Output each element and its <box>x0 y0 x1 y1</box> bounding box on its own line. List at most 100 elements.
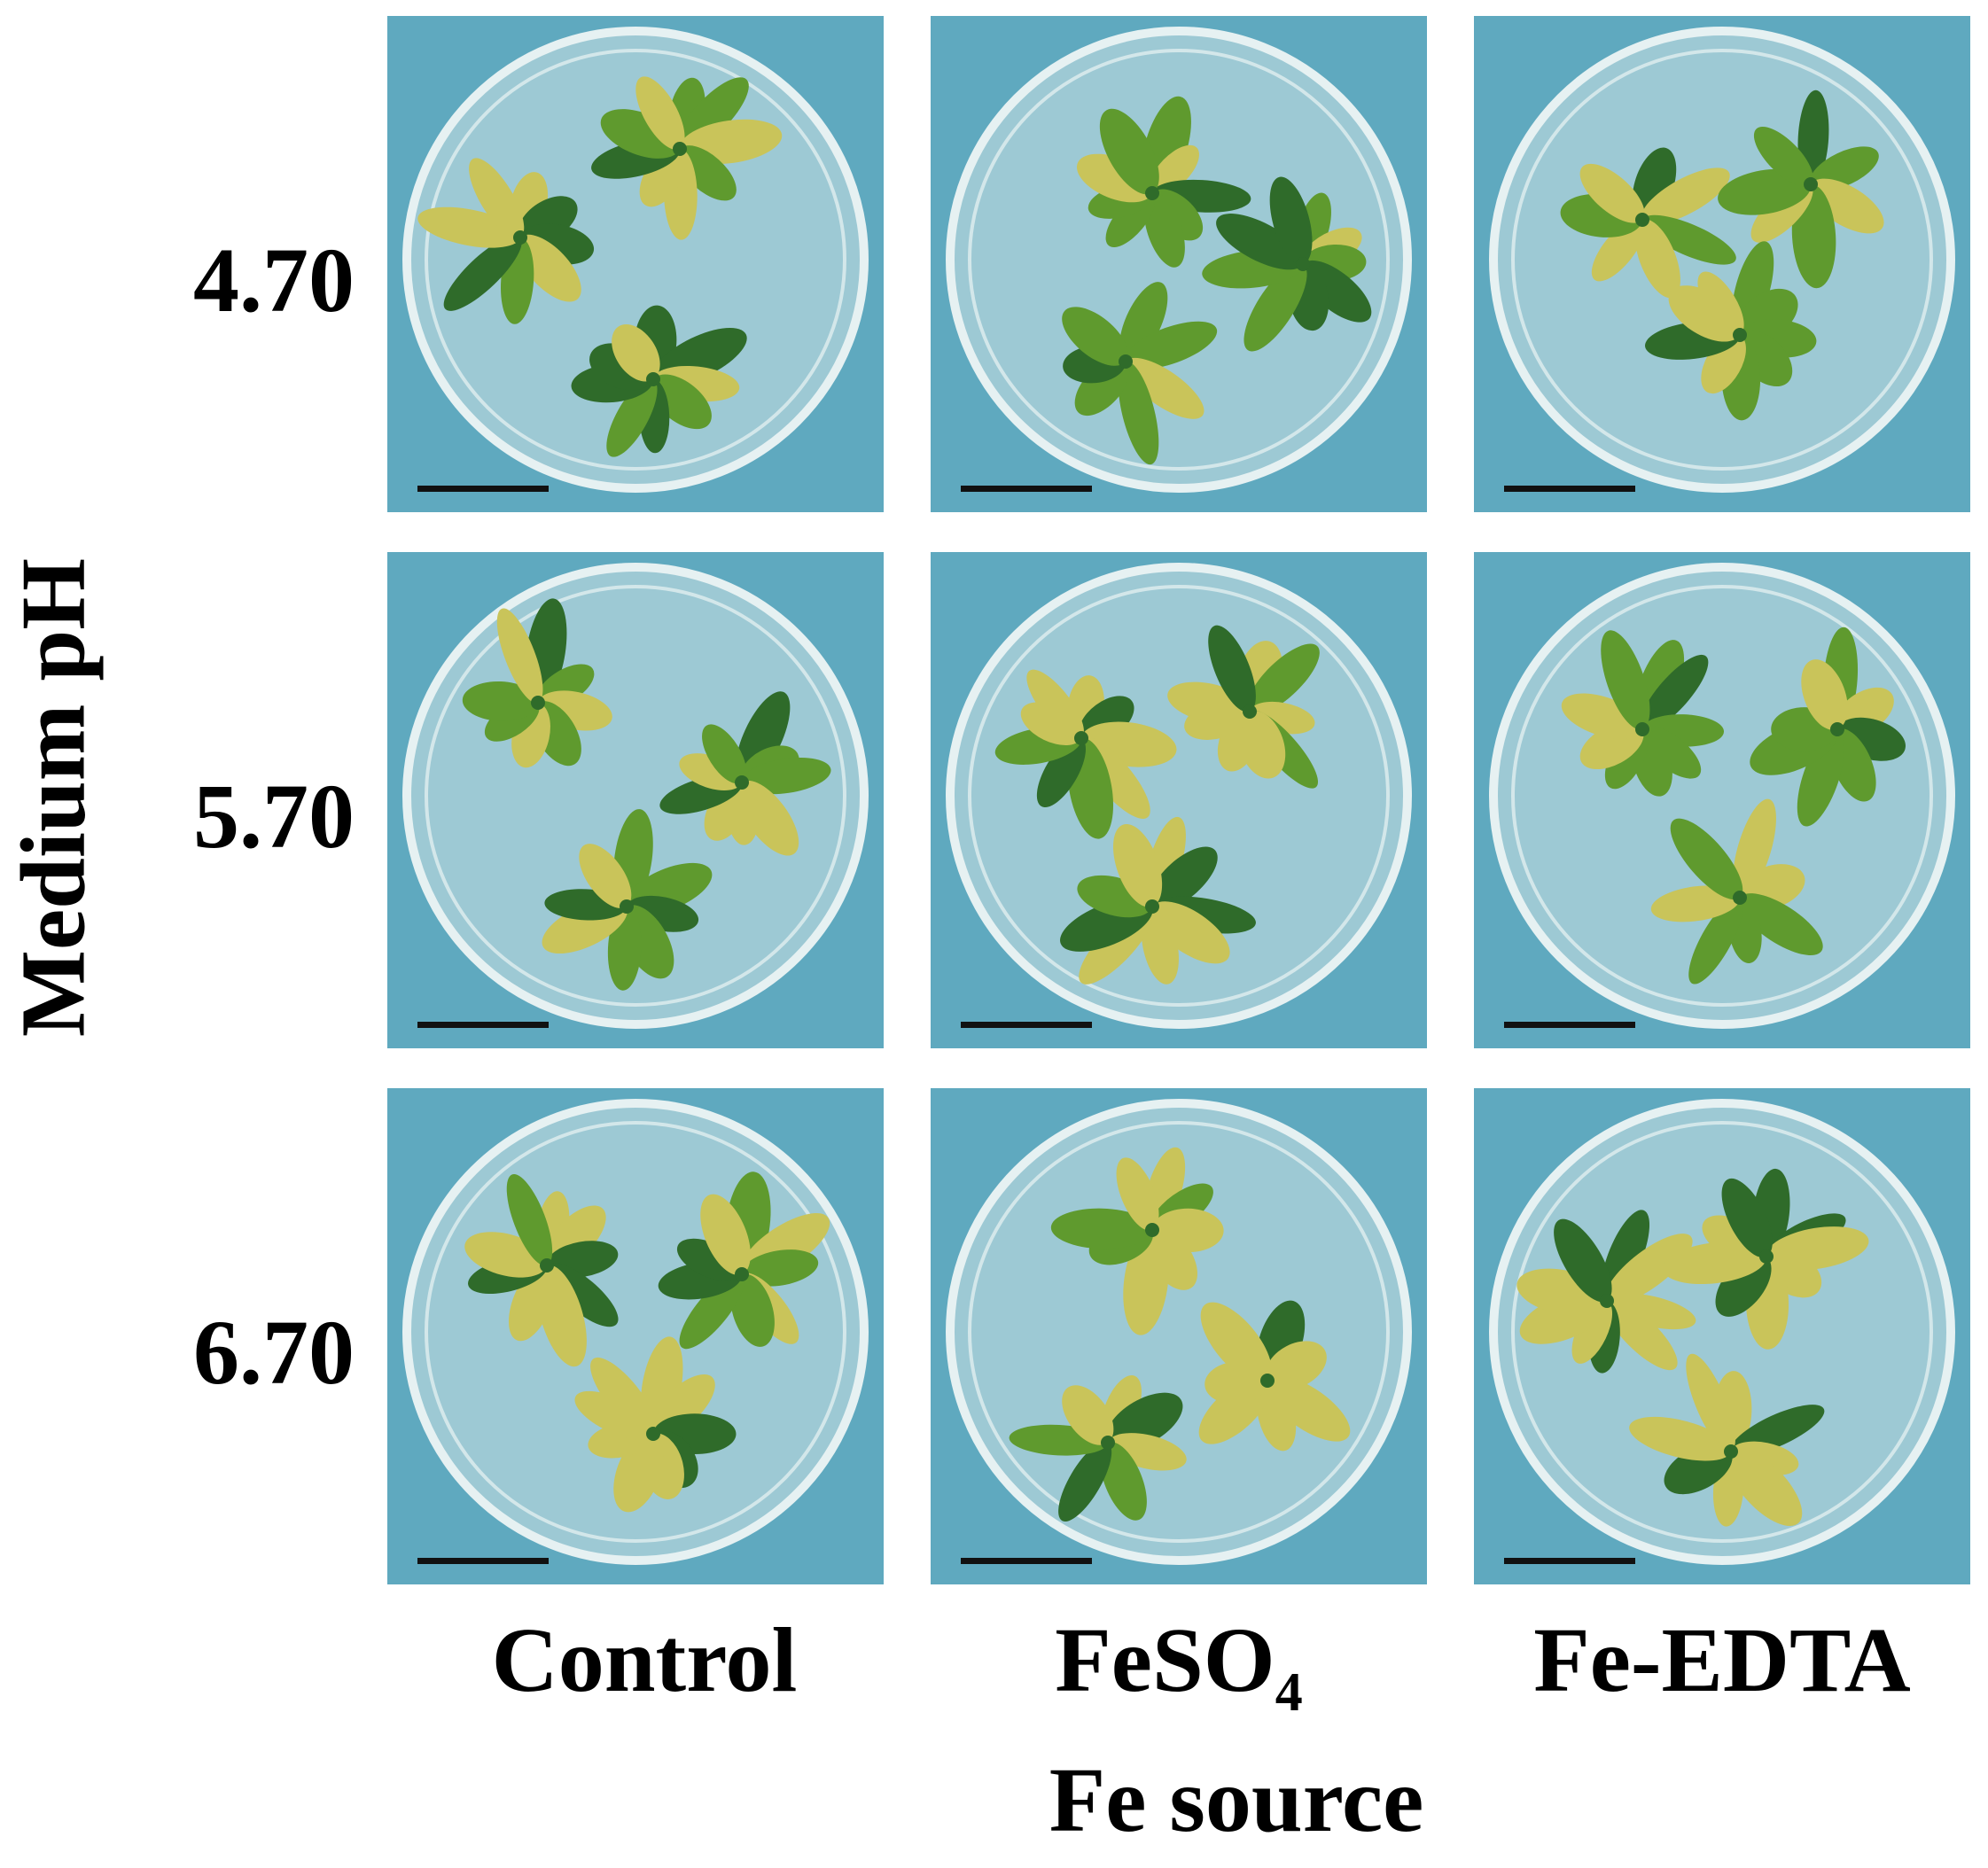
leaf <box>1641 167 1730 225</box>
seedling-rosette <box>574 1336 737 1513</box>
row-label-1: 4.70 <box>193 230 355 331</box>
leaf <box>1150 144 1199 196</box>
leaf <box>462 681 539 721</box>
leaf <box>1554 1218 1612 1303</box>
scale-bar <box>961 1022 1092 1028</box>
scale-bar <box>417 486 549 492</box>
leaf <box>1688 897 1743 985</box>
seedling-rosette <box>1076 96 1251 268</box>
leaf <box>1604 1298 1678 1371</box>
leaf <box>1721 1178 1773 1257</box>
leaf <box>1686 1353 1735 1452</box>
leaf <box>1266 1375 1351 1442</box>
rosette-centre <box>1119 354 1133 369</box>
leaf <box>1125 321 1218 370</box>
plate-photo <box>387 552 884 1048</box>
seedling-rosette <box>462 598 612 768</box>
photo-panel-ph-5-70-control <box>387 552 884 1048</box>
leaf <box>1809 178 1884 234</box>
plate-photo <box>1474 1088 1970 1584</box>
seedling-rosette <box>1650 798 1823 985</box>
rosette-centre <box>735 1267 749 1281</box>
leaf <box>1269 176 1313 265</box>
leaf <box>1062 307 1128 366</box>
seedling-rosette <box>1645 241 1817 421</box>
leaf <box>1753 126 1813 187</box>
rosette-centre <box>1600 1294 1614 1308</box>
leaf <box>1606 1293 1696 1330</box>
leaf <box>650 374 712 430</box>
scale-bar <box>961 486 1092 492</box>
leaf <box>676 1238 743 1281</box>
scale-bar <box>961 1558 1092 1564</box>
leaf <box>1100 1442 1147 1521</box>
leaf <box>1650 885 1741 922</box>
leaf <box>517 234 581 302</box>
leaf <box>741 758 831 795</box>
leaf <box>1640 654 1709 731</box>
leaf <box>741 1249 819 1287</box>
seedling-rosette <box>464 1174 619 1367</box>
leaf <box>579 844 632 908</box>
petri-dish-rim <box>425 49 846 471</box>
plate-photo <box>1474 16 1970 512</box>
leaf <box>1733 798 1776 899</box>
column-label-control-text: Control <box>491 1609 798 1711</box>
seedling-rosette <box>417 158 595 324</box>
leaf <box>1670 818 1743 900</box>
seedling-rosette <box>1198 1300 1351 1452</box>
rosette-centre <box>1804 177 1818 191</box>
rosette-centre <box>620 899 634 914</box>
leaf <box>1118 361 1159 465</box>
scale-bar <box>1504 1022 1635 1028</box>
leaf <box>1738 893 1823 956</box>
rosette-centre <box>1145 899 1159 914</box>
y-axis-title-text: Medium pH <box>2 557 105 1038</box>
leaf <box>1200 1302 1272 1383</box>
photo-panel-ph-6-70-control <box>387 1088 884 1584</box>
leaf <box>1208 625 1256 712</box>
rosette-centre <box>1260 1374 1275 1388</box>
scale-bar <box>417 1558 549 1564</box>
seedling-rosette <box>1167 625 1320 789</box>
scale-bar <box>417 1022 549 1028</box>
column-label-feso4-text: FeSO <box>1055 1609 1275 1711</box>
leaf <box>1601 630 1650 730</box>
seedling-rosette <box>1750 627 1906 827</box>
seedling-rosette <box>658 1171 830 1350</box>
leaf <box>1591 218 1646 282</box>
leaf <box>506 1174 553 1266</box>
seedling-rosette <box>571 305 747 457</box>
seedling-rosette <box>1050 1147 1224 1335</box>
leaf <box>702 724 747 784</box>
petri-dish-rim <box>1511 1121 1933 1543</box>
leaf <box>1216 214 1305 270</box>
leaf <box>1629 1416 1732 1461</box>
x-axis-title: Fe source <box>1049 1749 1424 1851</box>
seedling-rosette <box>1560 147 1736 299</box>
leaf <box>1050 1208 1153 1249</box>
rosette-centre <box>1145 186 1159 200</box>
leaf <box>1112 823 1163 907</box>
rosette-centre <box>1759 1249 1774 1264</box>
column-label-fe-edta-text: Fe-EDTA <box>1533 1609 1911 1711</box>
photo-panel-ph-6-70-feso4 <box>931 1088 1427 1584</box>
rosette-centre <box>1724 1444 1738 1459</box>
rosette-centre <box>513 230 527 245</box>
leaf <box>1727 1448 1803 1527</box>
photo-panel-ph-5-70-fe-edta <box>1474 552 1970 1048</box>
leaf <box>1099 108 1159 195</box>
seedling-rosette <box>994 669 1177 839</box>
leaf <box>1026 669 1084 740</box>
leaf <box>1116 1157 1159 1231</box>
seedling-rosette <box>1516 1210 1696 1374</box>
leaf <box>1124 357 1204 419</box>
column-label-feso4-subscript: 4 <box>1275 1662 1303 1723</box>
leaf <box>1150 901 1230 964</box>
rosette-centre <box>646 372 660 386</box>
leaf <box>1697 271 1744 337</box>
seedling-rosette <box>659 691 831 856</box>
leaf <box>1062 1385 1114 1445</box>
scale-bar <box>1504 486 1635 492</box>
rosette-centre <box>1074 731 1088 745</box>
